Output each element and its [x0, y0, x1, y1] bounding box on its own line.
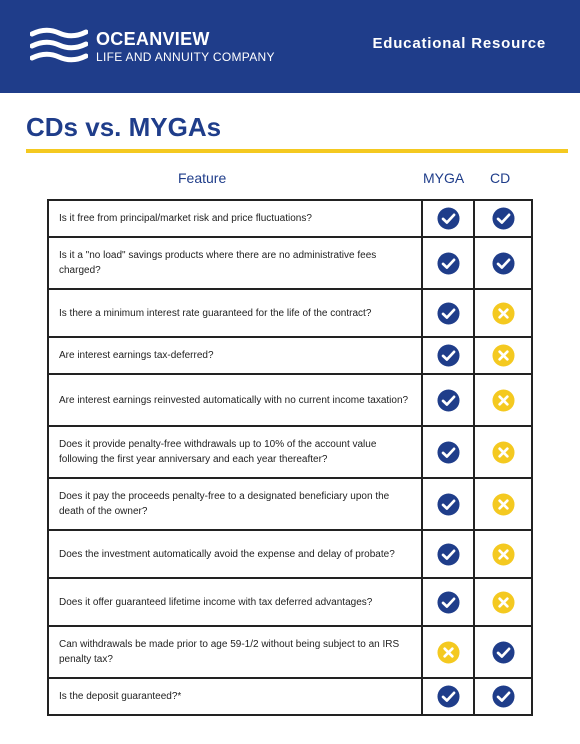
myga-cell — [421, 373, 476, 427]
feature-question: Is it a "no load" savings products where… — [46, 236, 424, 290]
x-circle-icon — [492, 301, 515, 325]
cd-cell — [473, 373, 533, 427]
check-circle-icon — [437, 301, 460, 325]
feature-question: Does the investment automatically avoid … — [46, 529, 424, 579]
table-row: Does it provide penalty-free withdrawals… — [46, 425, 533, 479]
myga-cell — [421, 199, 476, 238]
check-circle-icon — [437, 492, 460, 516]
myga-cell — [421, 425, 476, 479]
x-circle-icon — [492, 388, 515, 412]
check-circle-icon — [437, 207, 460, 230]
table-row: Is the deposit guaranteed?* — [46, 677, 533, 716]
cd-cell — [473, 288, 533, 338]
feature-question: Does it provide penalty-free withdrawals… — [46, 425, 424, 479]
x-circle-icon — [492, 492, 515, 516]
page-title: CDs vs. MYGAs — [26, 112, 222, 142]
x-circle-icon — [437, 640, 460, 664]
check-circle-icon — [437, 251, 460, 275]
check-circle-icon — [437, 685, 460, 708]
table-row: Does it offer guaranteed lifetime income… — [46, 577, 533, 627]
feature-question: Is the deposit guaranteed?* — [46, 677, 424, 716]
feature-question: Is it free from principal/market risk an… — [46, 199, 424, 238]
myga-cell — [421, 577, 476, 627]
check-circle-icon — [492, 207, 515, 230]
comparison-table: Is it free from principal/market risk an… — [46, 199, 533, 716]
table-row: Is it a "no load" savings products where… — [46, 236, 533, 290]
company-name: OCEANVIEW — [96, 29, 210, 49]
check-circle-icon — [437, 388, 460, 412]
feature-question: Does it offer guaranteed lifetime income… — [46, 577, 424, 627]
table-row: Does the investment automatically avoid … — [46, 529, 533, 579]
feature-question: Is there a minimum interest rate guarant… — [46, 288, 424, 338]
cd-cell — [473, 677, 533, 716]
table-row: Can withdrawals be made prior to age 59-… — [46, 625, 533, 679]
column-header-myga: MYGA — [423, 170, 465, 186]
title-divider — [26, 149, 568, 153]
check-circle-icon — [492, 640, 515, 664]
column-header-cd: CD — [490, 170, 511, 186]
check-circle-icon — [437, 344, 460, 367]
feature-question: Does it pay the proceeds penalty-free to… — [46, 477, 424, 531]
cd-cell — [473, 236, 533, 290]
table-row: Is it free from principal/market risk an… — [46, 199, 533, 238]
cd-cell — [473, 425, 533, 479]
x-circle-icon — [492, 344, 515, 367]
check-circle-icon — [492, 251, 515, 275]
myga-cell — [421, 236, 476, 290]
myga-cell — [421, 625, 476, 679]
myga-cell — [421, 336, 476, 375]
myga-cell — [421, 677, 476, 716]
feature-question: Can withdrawals be made prior to age 59-… — [46, 625, 424, 679]
table-row: Is there a minimum interest rate guarant… — [46, 288, 533, 338]
check-circle-icon — [437, 542, 460, 566]
cd-cell — [473, 336, 533, 375]
x-circle-icon — [492, 590, 515, 614]
waves-logo-icon — [30, 27, 88, 63]
feature-question: Are interest earnings tax-deferred? — [46, 336, 424, 375]
cd-cell — [473, 529, 533, 579]
cd-cell — [473, 577, 533, 627]
cd-cell — [473, 625, 533, 679]
resource-label: Educational Resource — [372, 35, 546, 52]
cd-cell — [473, 477, 533, 531]
company-subtitle: LIFE AND ANNUITY COMPANY — [96, 50, 275, 64]
myga-cell — [421, 477, 476, 531]
header-banner: OCEANVIEW LIFE AND ANNUITY COMPANY Educa… — [0, 0, 580, 93]
table-row: Are interest earnings tax-deferred? — [46, 336, 533, 375]
cd-cell — [473, 199, 533, 238]
x-circle-icon — [492, 542, 515, 566]
myga-cell — [421, 288, 476, 338]
check-circle-icon — [437, 590, 460, 614]
column-header-feature: Feature — [178, 170, 227, 186]
feature-question: Are interest earnings reinvested automat… — [46, 373, 424, 427]
x-circle-icon — [492, 440, 515, 464]
check-circle-icon — [437, 440, 460, 464]
table-row: Are interest earnings reinvested automat… — [46, 373, 533, 427]
table-row: Does it pay the proceeds penalty-free to… — [46, 477, 533, 531]
check-circle-icon — [492, 685, 515, 708]
myga-cell — [421, 529, 476, 579]
